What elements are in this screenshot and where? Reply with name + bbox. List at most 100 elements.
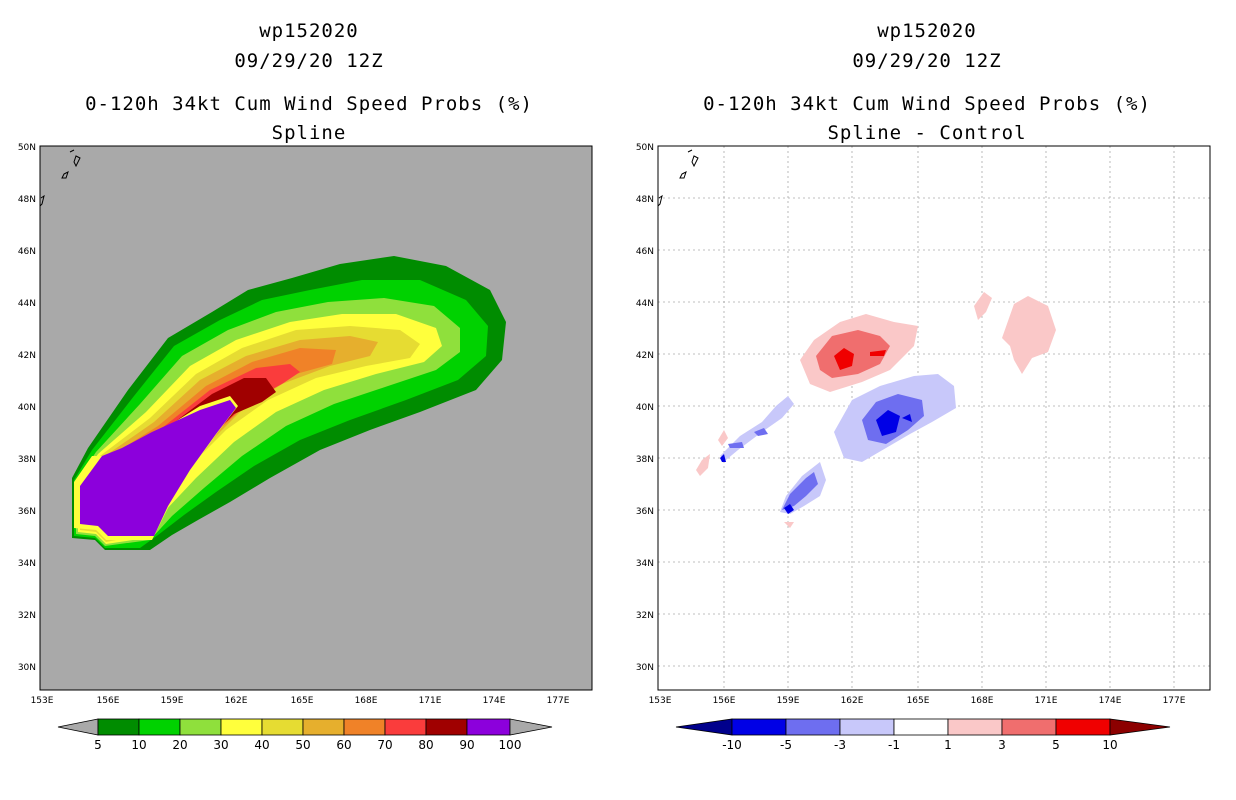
colorbar-bin xyxy=(839,718,895,736)
colorbar-label: 3 xyxy=(998,738,1006,752)
lat-label: 50N xyxy=(18,143,36,153)
contour-pos-5b xyxy=(870,350,886,356)
contour-100 xyxy=(80,400,236,536)
coastline xyxy=(39,149,81,207)
lat-label: 36N xyxy=(18,507,36,517)
colorbar-label: 90 xyxy=(459,738,474,752)
lon-label: 159E xyxy=(777,696,800,706)
lon-label: 177E xyxy=(547,696,570,706)
storm-id-title: wp152020 xyxy=(877,20,977,42)
lat-label: 30N xyxy=(636,663,654,673)
contour-neg-5b xyxy=(902,414,912,422)
lon-label: 174E xyxy=(483,696,506,706)
lat-label: 44N xyxy=(636,299,654,309)
colorbar-label: 100 xyxy=(499,738,522,752)
lon-label: 156E xyxy=(713,696,736,706)
contour-pos-1b xyxy=(974,292,992,320)
colorbar-high-arrow xyxy=(1109,718,1171,736)
lat-label: 44N xyxy=(18,299,36,309)
lon-axis: 153E 156E 159E 162E 165E 168E 171E 174E … xyxy=(649,696,1186,706)
lon-label: 165E xyxy=(907,696,930,706)
colorbar-bin xyxy=(731,718,787,736)
colorbar: 5 10 20 30 40 50 60 70 80 90 100 xyxy=(57,718,553,752)
colorbar-label: 20 xyxy=(172,738,187,752)
lon-label: 171E xyxy=(1035,696,1058,706)
lat-label: 34N xyxy=(636,559,654,569)
colorbar-bin xyxy=(220,718,263,736)
colorbar-label: 5 xyxy=(94,738,102,752)
lat-label: 38N xyxy=(18,455,36,465)
lat-label: 46N xyxy=(636,247,654,257)
subtitle: Spline - Control xyxy=(827,122,1027,144)
difference-contours xyxy=(696,292,1056,528)
contour-neg-3d xyxy=(728,442,744,448)
contour-pos-1d xyxy=(696,454,710,476)
colorbar-label: -3 xyxy=(834,738,846,752)
lon-label: 168E xyxy=(971,696,994,706)
colorbar-bin xyxy=(1055,718,1111,736)
colorbar-bin xyxy=(302,718,345,736)
contour-neg-3b xyxy=(782,472,818,510)
colorbar-bin xyxy=(785,718,841,736)
lon-label: 168E xyxy=(355,696,378,706)
colorbar-label: -1 xyxy=(888,738,900,752)
map-frame xyxy=(657,145,1211,691)
colorbar-label: 40 xyxy=(254,738,269,752)
colorbar-label: 5 xyxy=(1052,738,1060,752)
colorbar-bin xyxy=(425,718,468,736)
product-title: 0-120h 34kt Cum Wind Speed Probs (%) xyxy=(703,93,1151,115)
contour-pos-5 xyxy=(834,348,854,370)
left-panel: wp152020 09/29/20 12Z 0-120h 34kt Cum Wi… xyxy=(18,20,593,752)
lat-axis: 50N 48N 46N 44N 42N 40N 38N 36N 34N 32N … xyxy=(636,143,654,673)
lat-label: 30N xyxy=(18,663,36,673)
lat-label: 40N xyxy=(18,403,36,413)
colorbar-label: -5 xyxy=(780,738,792,752)
colorbar-low-arrow xyxy=(675,718,733,736)
colorbar-bin xyxy=(384,718,427,736)
lon-axis: 153E 156E 159E 162E 165E 168E 171E 174E … xyxy=(31,696,570,706)
colorbar-label: 60 xyxy=(336,738,351,752)
colorbar-label: 10 xyxy=(131,738,146,752)
lat-label: 42N xyxy=(636,351,654,361)
colorbar-bin xyxy=(138,718,181,736)
lat-label: 40N xyxy=(636,403,654,413)
lon-label: 159E xyxy=(161,696,184,706)
contour-neg-5 xyxy=(876,410,900,436)
lat-label: 48N xyxy=(636,195,654,205)
lat-label: 32N xyxy=(18,611,36,621)
datetime-title: 09/29/20 12Z xyxy=(234,50,384,72)
colorbar-bin xyxy=(343,718,386,736)
colorbar-bin xyxy=(97,718,140,736)
contour-neg-3c xyxy=(754,428,768,436)
lon-label: 162E xyxy=(225,696,248,706)
lon-label: 177E xyxy=(1163,696,1186,706)
colorbar-bin xyxy=(466,718,511,736)
lon-label: 171E xyxy=(419,696,442,706)
colorbar: -10 -5 -3 -1 1 3 5 10 xyxy=(675,718,1171,752)
contour-pos-1c xyxy=(1002,296,1056,374)
right-panel: wp152020 09/29/20 12Z 0-120h 34kt Cum Wi… xyxy=(618,0,1236,800)
coastline xyxy=(657,149,699,207)
colorbar-high-arrow xyxy=(509,718,553,736)
datetime-title: 09/29/20 12Z xyxy=(852,50,1002,72)
lat-label: 48N xyxy=(18,195,36,205)
lat-label: 46N xyxy=(18,247,36,257)
lat-label: 38N xyxy=(636,455,654,465)
probability-contours xyxy=(72,256,506,550)
lat-label: 36N xyxy=(636,507,654,517)
colorbar-label: 50 xyxy=(295,738,310,752)
lat-label: 42N xyxy=(18,351,36,361)
lon-label: 156E xyxy=(97,696,120,706)
contour-pos-1e xyxy=(718,430,728,446)
colorbar-label: 70 xyxy=(377,738,392,752)
lat-label: 32N xyxy=(636,611,654,621)
lat-label: 50N xyxy=(636,143,654,153)
colorbar-bin xyxy=(893,718,949,736)
lon-label: 174E xyxy=(1099,696,1122,706)
colorbar-bin xyxy=(947,718,1003,736)
lat-label: 34N xyxy=(18,559,36,569)
product-title: 0-120h 34kt Cum Wind Speed Probs (%) xyxy=(85,93,533,115)
lon-label: 153E xyxy=(31,696,54,706)
lon-label: 153E xyxy=(649,696,672,706)
lat-axis: 50N 48N 46N 44N 42N 40N 38N 36N 34N 32N … xyxy=(18,143,36,673)
